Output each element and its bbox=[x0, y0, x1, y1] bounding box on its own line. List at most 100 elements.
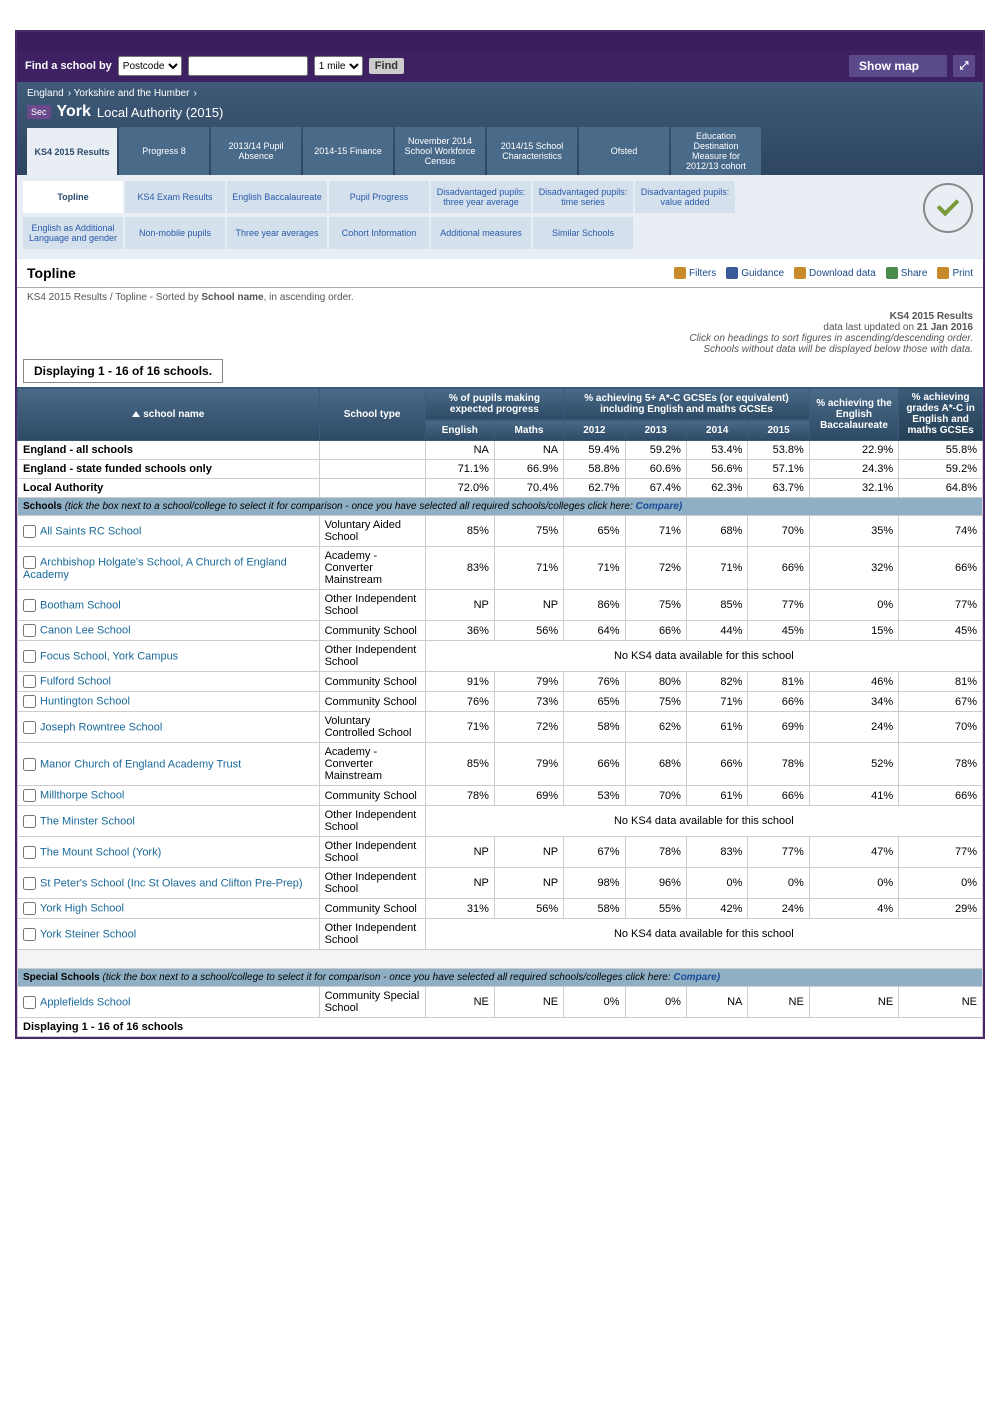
select-checkbox[interactable] bbox=[23, 650, 36, 663]
col-2014[interactable]: 2014 bbox=[686, 420, 747, 441]
find-button[interactable]: Find bbox=[369, 58, 404, 74]
secondary-tab[interactable]: Pupil Progress bbox=[329, 181, 429, 213]
results-table: school name School type % of pupils maki… bbox=[17, 387, 983, 1037]
col-maths[interactable]: Maths bbox=[494, 420, 563, 441]
col-progress-header: % of pupils making expected progress bbox=[425, 388, 563, 420]
select-checkbox[interactable] bbox=[23, 525, 36, 538]
primary-tab[interactable]: Progress 8 bbox=[119, 127, 209, 175]
school-link[interactable]: York Steiner School bbox=[40, 928, 136, 940]
print-icon bbox=[937, 267, 949, 279]
filters-button[interactable]: Filters bbox=[674, 267, 716, 279]
primary-tab[interactable]: November 2014 School Workforce Census bbox=[395, 127, 485, 175]
secondary-tabs: ToplineKS4 Exam ResultsEnglish Baccalaur… bbox=[23, 181, 977, 213]
radius-select[interactable]: 1 mile bbox=[314, 56, 363, 76]
select-checkbox[interactable] bbox=[23, 721, 36, 734]
school-link[interactable]: Manor Church of England Academy Trust bbox=[40, 758, 241, 770]
select-checkbox[interactable] bbox=[23, 877, 36, 890]
primary-tab[interactable]: Ofsted bbox=[579, 127, 669, 175]
expand-icon[interactable]: ⤢ bbox=[953, 55, 975, 77]
school-link[interactable]: Fulford School bbox=[40, 675, 111, 687]
school-link[interactable]: All Saints RC School bbox=[40, 525, 142, 537]
tertiary-tab[interactable]: Three year averages bbox=[227, 217, 327, 249]
school-link[interactable]: Focus School, York Campus bbox=[40, 650, 178, 662]
select-checkbox[interactable] bbox=[23, 815, 36, 828]
show-map-button[interactable]: Show map bbox=[849, 55, 947, 77]
select-checkbox[interactable] bbox=[23, 996, 36, 1009]
col-2012[interactable]: 2012 bbox=[564, 420, 625, 441]
col-2015[interactable]: 2015 bbox=[748, 420, 809, 441]
guidance-icon bbox=[726, 267, 738, 279]
school-link[interactable]: The Minster School bbox=[40, 815, 135, 827]
table-header: school name School type % of pupils maki… bbox=[18, 388, 983, 441]
table-row: Millthorpe SchoolCommunity School78%69%5… bbox=[18, 786, 983, 806]
toolbar: Topline Filters Guidance Download data S… bbox=[17, 259, 983, 287]
col-2013[interactable]: 2013 bbox=[625, 420, 686, 441]
school-link[interactable]: Bootham School bbox=[40, 599, 121, 611]
compare-link[interactable]: Compare) bbox=[673, 972, 720, 983]
col-english[interactable]: English bbox=[425, 420, 494, 441]
col-achieving-header: % achieving 5+ A*-C GCSEs (or equivalent… bbox=[564, 388, 810, 420]
col-eng-maths[interactable]: % achieving grades A*-C in English and m… bbox=[899, 388, 983, 441]
meta-info: KS4 2015 Results data last updated on 21… bbox=[17, 307, 983, 359]
secondary-tab[interactable]: KS4 Exam Results bbox=[125, 181, 225, 213]
secondary-tab[interactable]: Disadvantaged pupils: time series bbox=[533, 181, 633, 213]
col-ebacc[interactable]: % achieving the English Baccalaureate bbox=[809, 388, 898, 441]
tertiary-tab[interactable]: Non-mobile pupils bbox=[125, 217, 225, 249]
primary-tab[interactable]: KS4 2015 Results bbox=[27, 128, 117, 176]
table-row: Applefields SchoolCommunity Special Scho… bbox=[18, 987, 983, 1018]
select-checkbox[interactable] bbox=[23, 695, 36, 708]
tertiary-tab[interactable]: Cohort Information bbox=[329, 217, 429, 249]
secondary-tab[interactable]: Disadvantaged pupils: value added bbox=[635, 181, 735, 213]
select-checkbox[interactable] bbox=[23, 928, 36, 941]
breadcrumb-item[interactable]: Yorkshire and the Humber bbox=[74, 88, 190, 99]
tertiary-tabs: English as Additional Language and gende… bbox=[23, 217, 977, 249]
table-row: Local Authority72.0%70.4%62.7%67.4%62.3%… bbox=[18, 479, 983, 498]
select-checkbox[interactable] bbox=[23, 599, 36, 612]
search-by-select[interactable]: Postcode bbox=[118, 56, 182, 76]
school-link[interactable]: St Peter's School (Inc St Olaves and Cli… bbox=[40, 877, 303, 889]
primary-tab[interactable]: 2013/14 Pupil Absence bbox=[211, 127, 301, 175]
primary-tab[interactable]: 2014/15 School Characteristics bbox=[487, 127, 577, 175]
col-school-type[interactable]: School type bbox=[319, 388, 425, 441]
select-checkbox[interactable] bbox=[23, 846, 36, 859]
school-link[interactable]: Archbishop Holgate's School, A Church of… bbox=[23, 556, 287, 581]
table-row: England - state funded schools only71.1%… bbox=[18, 460, 983, 479]
school-link[interactable]: Canon Lee School bbox=[40, 624, 131, 636]
secondary-tab[interactable]: Disadvantaged pupils: three year average bbox=[431, 181, 531, 213]
school-link[interactable]: The Mount School (York) bbox=[40, 846, 161, 858]
sec-badge: Sec bbox=[27, 105, 51, 119]
print-button[interactable]: Print bbox=[937, 267, 973, 279]
select-checkbox[interactable] bbox=[23, 902, 36, 915]
guidance-button[interactable]: Guidance bbox=[726, 267, 784, 279]
table-row: St Peter's School (Inc St Olaves and Cli… bbox=[18, 868, 983, 899]
school-link[interactable]: Huntington School bbox=[40, 695, 130, 707]
select-checkbox[interactable] bbox=[23, 675, 36, 688]
tertiary-tab[interactable]: English as Additional Language and gende… bbox=[23, 217, 123, 249]
table-row: The Mount School (York)Other Independent… bbox=[18, 837, 983, 868]
search-input[interactable] bbox=[188, 56, 308, 76]
select-checkbox[interactable] bbox=[23, 624, 36, 637]
school-link[interactable]: Millthorpe School bbox=[40, 789, 124, 801]
col-school-name[interactable]: school name bbox=[18, 388, 320, 441]
select-checkbox[interactable] bbox=[23, 758, 36, 771]
school-link[interactable]: Applefields School bbox=[40, 996, 131, 1008]
compare-link[interactable]: Compare) bbox=[636, 501, 683, 512]
table-row: England - all schoolsNANA59.4%59.2%53.4%… bbox=[18, 441, 983, 460]
select-checkbox[interactable] bbox=[23, 789, 36, 802]
sort-info: KS4 2015 Results / Topline - Sorted by S… bbox=[17, 287, 983, 307]
search-bar: Find a school by Postcode 1 mile Find Sh… bbox=[17, 50, 983, 82]
tertiary-tab[interactable]: Additional measures bbox=[431, 217, 531, 249]
secondary-tab[interactable]: Topline bbox=[23, 181, 123, 213]
school-link[interactable]: York High School bbox=[40, 902, 124, 914]
tertiary-tab[interactable]: Similar Schools bbox=[533, 217, 633, 249]
school-link[interactable]: Joseph Rowntree School bbox=[40, 721, 162, 733]
select-checkbox[interactable] bbox=[23, 556, 36, 569]
primary-tab[interactable]: Education Destination Measure for 2012/1… bbox=[671, 127, 761, 175]
breadcrumb-item[interactable]: England bbox=[27, 88, 64, 99]
download-button[interactable]: Download data bbox=[794, 267, 876, 279]
secondary-tab[interactable]: English Baccalaureate bbox=[227, 181, 327, 213]
section-row: Special Schools (tick the box next to a … bbox=[18, 969, 983, 987]
share-button[interactable]: Share bbox=[886, 267, 928, 279]
primary-tab[interactable]: 2014-15 Finance bbox=[303, 127, 393, 175]
secondary-tabs-wrap: ToplineKS4 Exam ResultsEnglish Baccalaur… bbox=[17, 175, 983, 259]
